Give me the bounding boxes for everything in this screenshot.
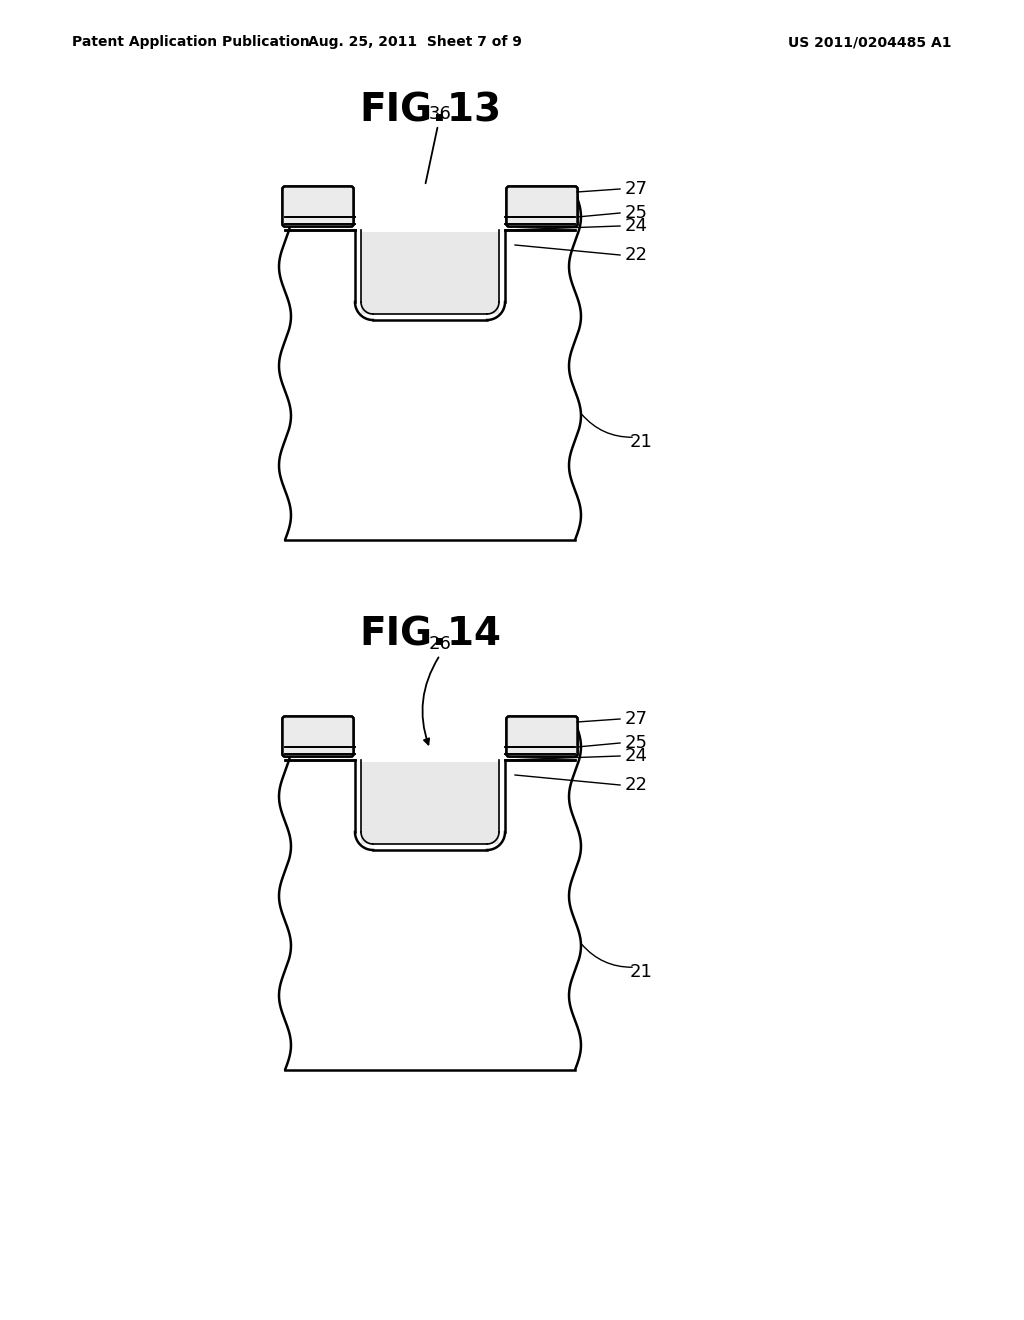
FancyBboxPatch shape [507, 186, 578, 227]
Text: 25: 25 [625, 734, 648, 752]
Bar [361, 230, 499, 314]
Text: FIG.13: FIG.13 [359, 91, 501, 129]
Text: FIG.14: FIG.14 [359, 616, 501, 653]
Text: 22: 22 [625, 246, 648, 264]
FancyBboxPatch shape [507, 186, 578, 227]
Bar [355, 230, 505, 319]
FancyBboxPatch shape [507, 717, 578, 756]
Text: 22: 22 [625, 776, 648, 795]
Bar [286, 190, 574, 232]
Text: 21: 21 [630, 433, 653, 451]
FancyBboxPatch shape [283, 186, 353, 227]
Text: 21: 21 [630, 964, 653, 981]
Text: 24: 24 [625, 747, 648, 766]
Bar [286, 719, 574, 762]
Bar [285, 230, 575, 540]
Text: 36: 36 [429, 106, 452, 123]
Text: Aug. 25, 2011  Sheet 7 of 9: Aug. 25, 2011 Sheet 7 of 9 [308, 36, 522, 49]
Bar [361, 760, 499, 843]
Bar [285, 760, 575, 1071]
FancyBboxPatch shape [283, 717, 353, 756]
FancyBboxPatch shape [283, 186, 353, 227]
Text: 25: 25 [625, 205, 648, 222]
Bar [355, 760, 505, 850]
Text: 26: 26 [429, 635, 452, 653]
FancyBboxPatch shape [283, 717, 353, 756]
Text: 24: 24 [625, 216, 648, 235]
Text: 27: 27 [625, 180, 648, 198]
Text: US 2011/0204485 A1: US 2011/0204485 A1 [788, 36, 951, 49]
Text: Patent Application Publication: Patent Application Publication [72, 36, 309, 49]
FancyBboxPatch shape [507, 717, 578, 756]
Text: 27: 27 [625, 710, 648, 729]
